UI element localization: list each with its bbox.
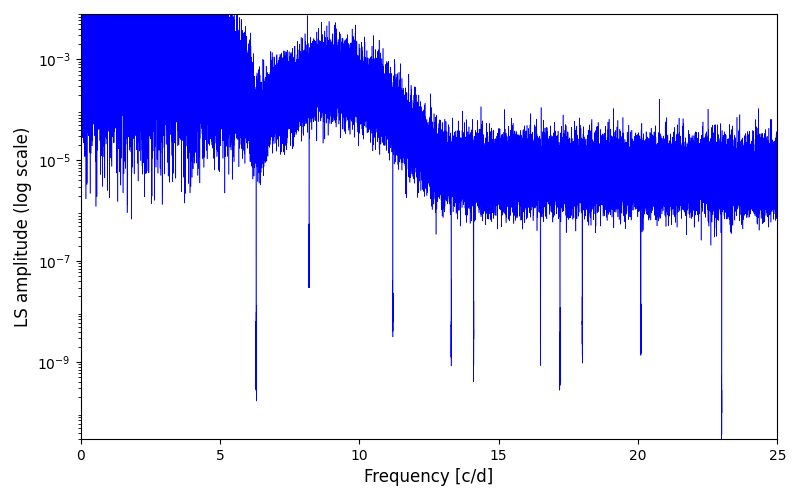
X-axis label: Frequency [c/d]: Frequency [c/d] — [364, 468, 494, 486]
Y-axis label: LS amplitude (log scale): LS amplitude (log scale) — [14, 126, 32, 326]
